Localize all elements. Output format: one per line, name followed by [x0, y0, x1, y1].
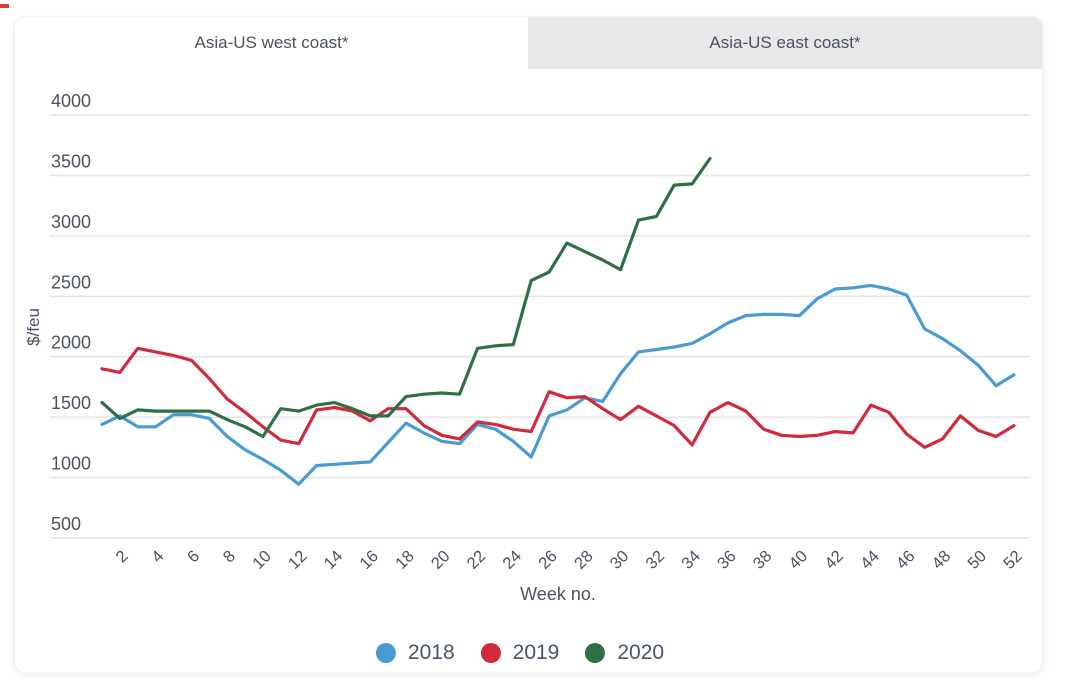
svg-text:14: 14: [321, 547, 347, 573]
svg-text:3000: 3000: [51, 212, 91, 232]
series-line-2019: [100, 346, 1016, 449]
svg-text:50: 50: [964, 547, 990, 573]
svg-text:4000: 4000: [51, 91, 91, 111]
tab-label: Asia-US east coast*: [709, 33, 861, 52]
svg-text:2000: 2000: [51, 333, 91, 353]
svg-text:52: 52: [1000, 547, 1026, 573]
chart-card: Asia-US west coast* Asia-US east coast*: [15, 17, 1042, 672]
x-axis-title: Week no.: [520, 584, 596, 604]
svg-text:30: 30: [607, 547, 633, 573]
svg-text:4: 4: [148, 547, 167, 566]
svg-text:12: 12: [285, 547, 311, 573]
svg-text:1000: 1000: [51, 454, 91, 474]
legend-label: 2018: [407, 641, 455, 664]
svg-text:500: 500: [51, 514, 81, 534]
svg-text:8: 8: [220, 547, 239, 566]
y-axis-tick-labels: 500 1000 1500 2000 2500 3000 3500 4000: [51, 91, 91, 534]
svg-text:16: 16: [356, 547, 382, 573]
x-axis-tick-labels: 2 4 6 8 10 12 14 16 18 20 22 24 26 28 30 32 34 36 38 40 42 44…: [112, 547, 1025, 573]
chart-legend: 2018 2019 2020: [375, 641, 664, 665]
svg-text:1500: 1500: [51, 393, 91, 413]
legend-label: 2020: [617, 641, 665, 664]
series-line-2018: [100, 283, 1016, 486]
legend-dot-2019: [480, 643, 501, 663]
svg-text:10: 10: [249, 547, 275, 573]
tab-bar: Asia-US west coast* Asia-US east coast*: [15, 17, 1042, 69]
legend-item-2019[interactable]: 2019: [480, 641, 560, 665]
svg-text:6: 6: [184, 547, 203, 566]
y-axis-title: $/feu: [24, 308, 43, 346]
svg-text:24: 24: [499, 547, 525, 573]
svg-text:38: 38: [750, 547, 776, 573]
svg-text:32: 32: [642, 547, 668, 573]
svg-text:44: 44: [857, 547, 883, 573]
svg-text:18: 18: [392, 547, 418, 573]
svg-text:22: 22: [464, 547, 490, 573]
svg-text:20: 20: [428, 547, 454, 573]
svg-text:40: 40: [786, 547, 812, 573]
svg-text:42: 42: [821, 547, 847, 573]
svg-text:2: 2: [112, 547, 131, 566]
svg-text:34: 34: [678, 547, 704, 573]
legend-label: 2019: [512, 641, 560, 664]
tab-asia-us-west-coast[interactable]: Asia-US west coast*: [15, 17, 528, 69]
svg-text:2500: 2500: [51, 272, 91, 292]
svg-text:36: 36: [714, 547, 740, 573]
svg-text:48: 48: [929, 547, 955, 573]
legend-dot-2018: [375, 643, 396, 663]
legend-dot-2020: [585, 643, 606, 663]
series-line-2020: [100, 156, 712, 439]
tab-label: Asia-US west coast*: [194, 33, 349, 52]
legend-item-2018[interactable]: 2018: [375, 641, 455, 665]
grid-lines: [50, 114, 1030, 539]
tab-asia-us-east-coast[interactable]: Asia-US east coast*: [528, 17, 1042, 69]
svg-text:28: 28: [571, 547, 597, 573]
svg-text:26: 26: [535, 547, 561, 573]
svg-text:3500: 3500: [51, 151, 91, 171]
screen-corner-artifact: [0, 4, 9, 8]
legend-item-2020[interactable]: 2020: [585, 641, 664, 665]
svg-text:46: 46: [893, 547, 919, 573]
